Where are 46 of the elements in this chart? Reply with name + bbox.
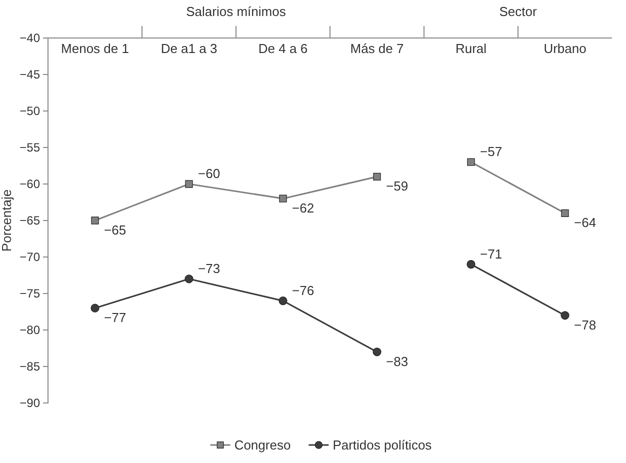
data-label: −65 bbox=[104, 222, 126, 238]
y-tick-label: −90 bbox=[20, 396, 40, 410]
data-label: −64 bbox=[574, 215, 596, 230]
x-tick-label: De 4 a 6 bbox=[258, 41, 308, 56]
legend-label: Partidos políticos bbox=[332, 438, 432, 452]
data-label: −83 bbox=[386, 354, 408, 369]
x-tick-label: Urbano bbox=[544, 41, 586, 56]
data-label: −59 bbox=[386, 178, 408, 194]
point bbox=[184, 274, 194, 284]
point bbox=[372, 348, 382, 356]
x-tick-label: Menos de 1 bbox=[61, 41, 129, 56]
y-tick-label: −75 bbox=[20, 286, 40, 300]
point bbox=[91, 216, 99, 224]
data-label: −60 bbox=[198, 166, 220, 181]
y-tick-label: −50 bbox=[20, 104, 40, 118]
text: Sector bbox=[499, 4, 538, 19]
data-label: −62 bbox=[292, 200, 314, 216]
data-label: −76 bbox=[292, 282, 314, 298]
y-tick-label: −45 bbox=[20, 67, 40, 82]
x-tick-label: Más de 7 bbox=[350, 41, 404, 56]
y-tick-label: −40 bbox=[20, 30, 40, 45]
y-tick-label: −65 bbox=[20, 213, 40, 228]
point bbox=[373, 172, 381, 181]
point bbox=[185, 180, 193, 188]
point bbox=[560, 311, 570, 320]
y-axis-title: Porcentaje bbox=[0, 189, 14, 252]
data-label: −57 bbox=[480, 144, 502, 160]
point bbox=[561, 209, 569, 218]
data-label: −78 bbox=[574, 317, 596, 332]
y-tick-label: −80 bbox=[20, 322, 40, 337]
x-tick-label: De a1 a 3 bbox=[160, 41, 218, 56]
data-label: −77 bbox=[104, 310, 126, 326]
y-tick-label: −85 bbox=[20, 359, 40, 374]
y-tick-label: −55 bbox=[20, 140, 40, 154]
point bbox=[279, 194, 287, 202]
point bbox=[467, 158, 475, 166]
legend-label: Congreso bbox=[234, 438, 291, 452]
data-label: −71 bbox=[480, 246, 502, 262]
y-tick-label: −60 bbox=[20, 176, 40, 191]
point bbox=[466, 260, 476, 269]
point bbox=[90, 304, 100, 312]
text: Salarios mínimos bbox=[186, 4, 286, 19]
x-tick-label: Rural bbox=[455, 41, 487, 56]
y-tick-label: −70 bbox=[20, 250, 40, 264]
point bbox=[278, 296, 288, 306]
data-label: −73 bbox=[198, 260, 220, 276]
